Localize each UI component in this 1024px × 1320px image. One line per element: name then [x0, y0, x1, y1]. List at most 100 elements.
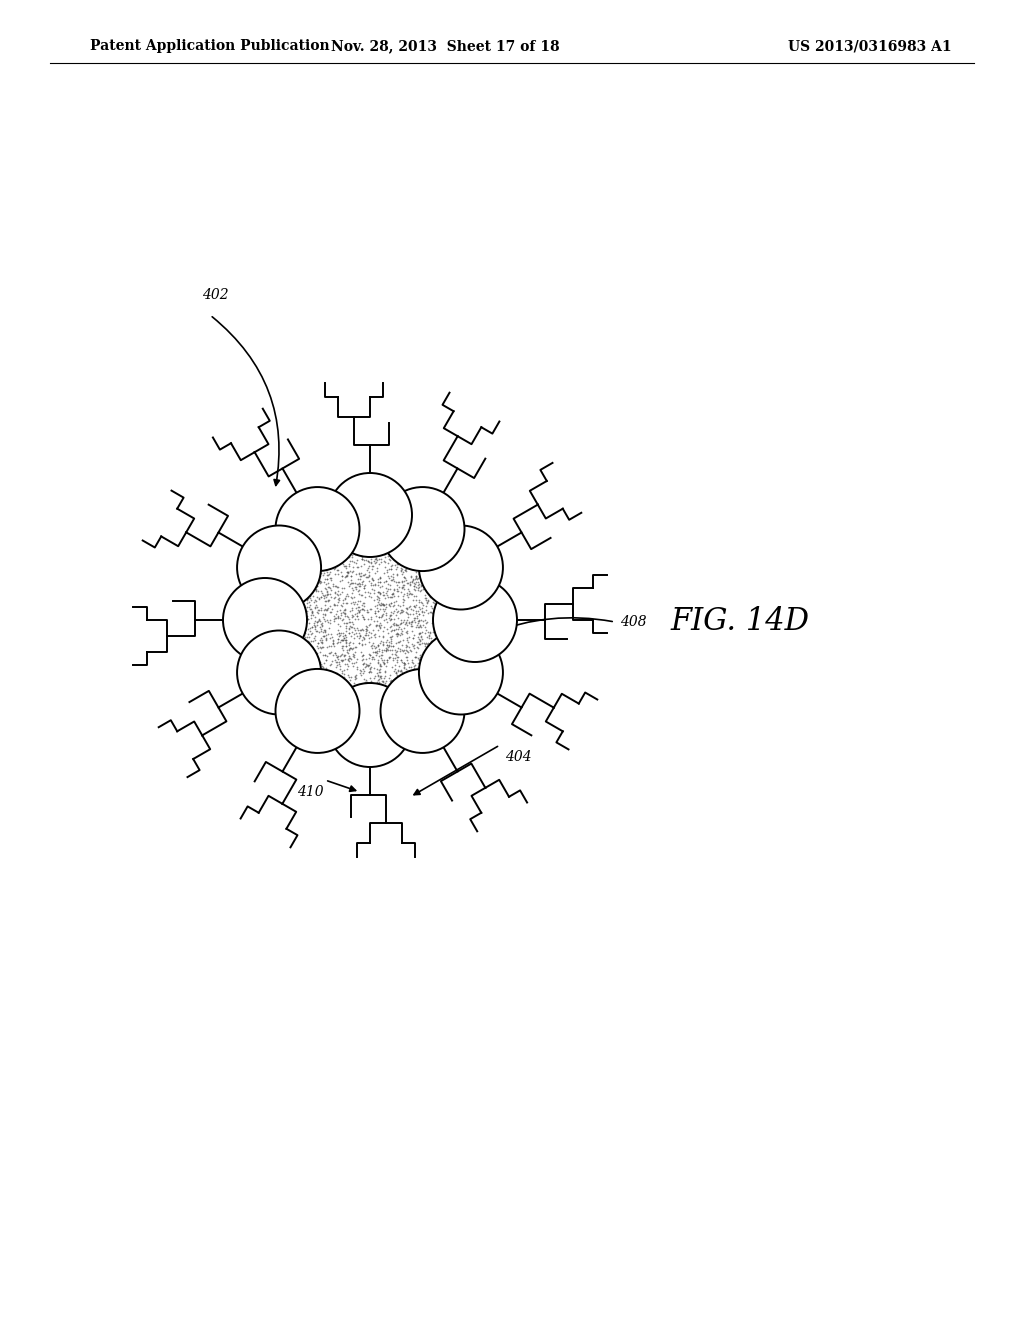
Point	[299, 601, 315, 622]
Point	[384, 640, 400, 661]
Point	[382, 606, 398, 627]
Point	[372, 582, 388, 603]
Point	[325, 644, 341, 665]
Point	[391, 640, 408, 661]
Point	[394, 572, 411, 593]
Point	[309, 599, 326, 620]
Point	[317, 591, 334, 612]
Point	[316, 645, 333, 667]
Point	[358, 619, 375, 640]
Point	[395, 591, 412, 612]
Point	[335, 671, 351, 692]
Point	[328, 576, 344, 597]
Point	[339, 566, 355, 587]
Point	[389, 645, 406, 667]
Point	[366, 624, 382, 645]
Point	[355, 648, 372, 669]
Point	[314, 626, 331, 647]
Point	[304, 636, 321, 657]
Point	[333, 649, 349, 671]
Point	[341, 553, 357, 574]
Point	[376, 594, 392, 615]
Point	[401, 573, 418, 594]
Point	[390, 655, 407, 676]
Point	[408, 565, 424, 586]
Point	[312, 579, 329, 601]
Point	[311, 652, 328, 673]
Point	[343, 586, 359, 607]
Point	[366, 545, 382, 566]
Point	[334, 595, 350, 616]
Point	[418, 638, 434, 659]
Point	[381, 610, 397, 631]
Point	[358, 672, 375, 693]
Point	[321, 598, 337, 619]
Point	[338, 627, 354, 648]
Point	[339, 653, 355, 675]
Point	[351, 579, 368, 601]
Point	[412, 647, 428, 668]
Point	[345, 605, 361, 626]
Point	[316, 562, 333, 583]
Point	[370, 582, 386, 603]
Point	[389, 565, 406, 586]
Point	[299, 597, 315, 618]
Point	[398, 640, 415, 661]
Point	[356, 609, 373, 630]
Point	[398, 660, 415, 681]
Point	[390, 667, 407, 688]
Point	[357, 669, 374, 690]
Point	[308, 578, 325, 599]
Point	[352, 660, 369, 681]
Point	[356, 672, 373, 693]
Point	[354, 593, 371, 614]
Point	[393, 623, 410, 644]
Point	[341, 667, 357, 688]
Circle shape	[419, 525, 503, 610]
Point	[330, 607, 346, 628]
Point	[394, 635, 411, 656]
Point	[409, 636, 425, 657]
Point	[404, 557, 421, 578]
Point	[344, 606, 360, 627]
Point	[339, 642, 355, 663]
Point	[392, 631, 409, 652]
Point	[397, 635, 414, 656]
Point	[299, 609, 315, 630]
Point	[400, 611, 417, 632]
Point	[329, 560, 345, 581]
Point	[324, 627, 340, 648]
Point	[378, 577, 394, 598]
Point	[317, 595, 334, 616]
Point	[355, 609, 372, 630]
Point	[297, 620, 313, 642]
Point	[337, 624, 353, 645]
Point	[386, 594, 402, 615]
Point	[344, 561, 360, 582]
Point	[382, 665, 398, 686]
Point	[332, 599, 348, 620]
Point	[368, 636, 384, 657]
Point	[341, 632, 357, 653]
Point	[367, 602, 383, 623]
Point	[330, 583, 346, 605]
Point	[382, 632, 398, 653]
Point	[346, 623, 362, 644]
Point	[409, 589, 425, 610]
Point	[378, 609, 394, 630]
Point	[364, 609, 380, 630]
Point	[316, 572, 333, 593]
Point	[395, 590, 412, 611]
Point	[347, 667, 364, 688]
Point	[344, 546, 360, 568]
Point	[317, 560, 334, 581]
Point	[375, 594, 391, 615]
Point	[313, 632, 330, 653]
Point	[301, 587, 317, 609]
Point	[392, 560, 409, 581]
Point	[316, 598, 333, 619]
Point	[411, 574, 427, 595]
Point	[369, 552, 385, 573]
Point	[411, 597, 427, 618]
Point	[354, 618, 371, 639]
